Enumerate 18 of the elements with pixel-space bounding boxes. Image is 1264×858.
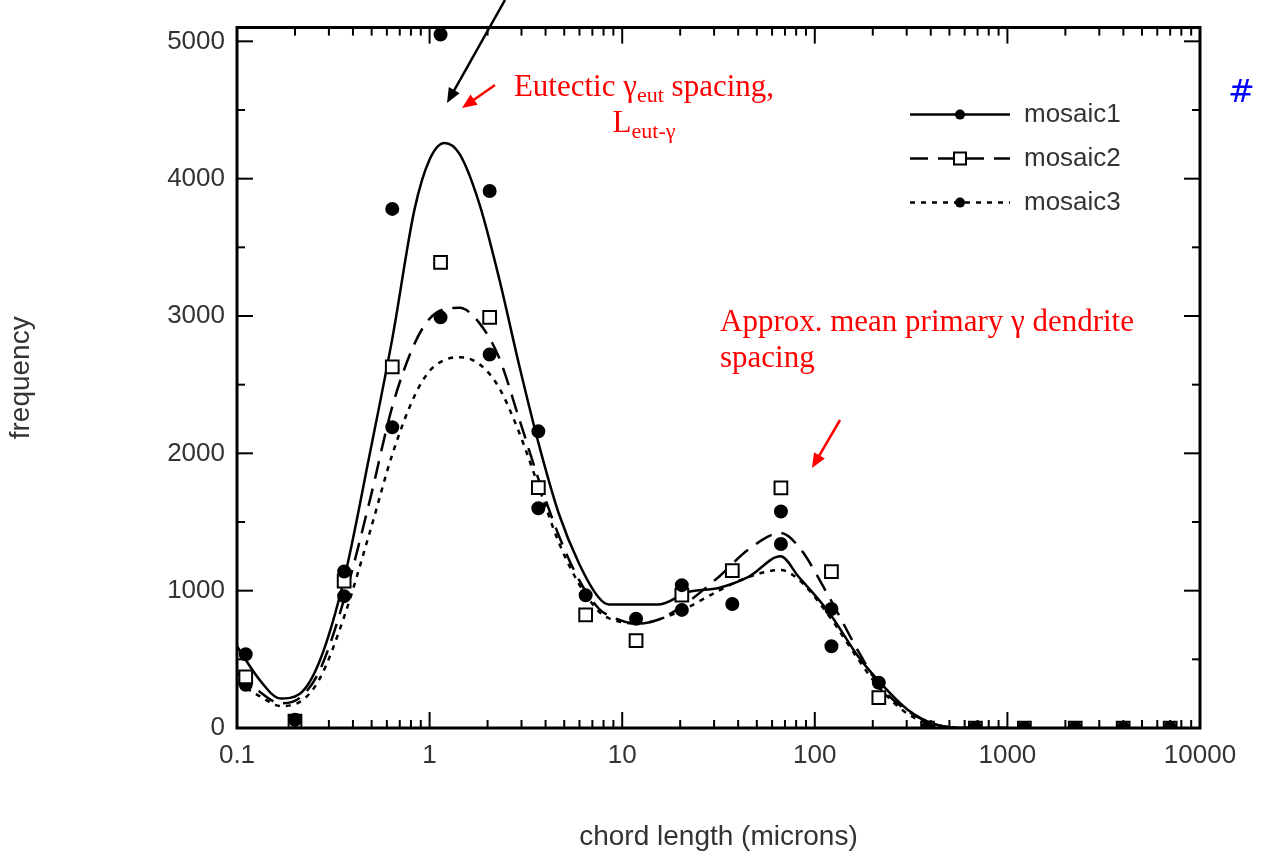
- x-tick-label: 1000: [978, 738, 1037, 769]
- text: #: [1228, 72, 1256, 110]
- legend-label: mosaic1: [1024, 97, 1121, 128]
- legend-label: mosaic2: [1024, 141, 1121, 172]
- x-axis-title: chord length (microns): [579, 819, 858, 851]
- y-tick-label: 2000: [167, 436, 225, 467]
- y-tick-label: 5000: [167, 24, 225, 55]
- annotation: Approx. mean primary γ dendrite spacing: [720, 303, 1135, 375]
- y-tick-label: 3000: [167, 299, 225, 330]
- x-tick-label: 100: [793, 738, 837, 769]
- x-tick-label: 10000: [1163, 738, 1237, 769]
- x-tick-label: 10: [607, 738, 637, 769]
- y-tick-label: 1000: [167, 573, 225, 604]
- x-tick-label: 1: [422, 738, 437, 769]
- text: Eutectic γ$_{eut}$ spacing, L$_{eut-γ}$: [513, 68, 775, 143]
- y-tick-label: 4000: [167, 161, 225, 192]
- legend-label: mosaic3: [1024, 185, 1121, 216]
- y-axis-title: frequency: [3, 316, 35, 440]
